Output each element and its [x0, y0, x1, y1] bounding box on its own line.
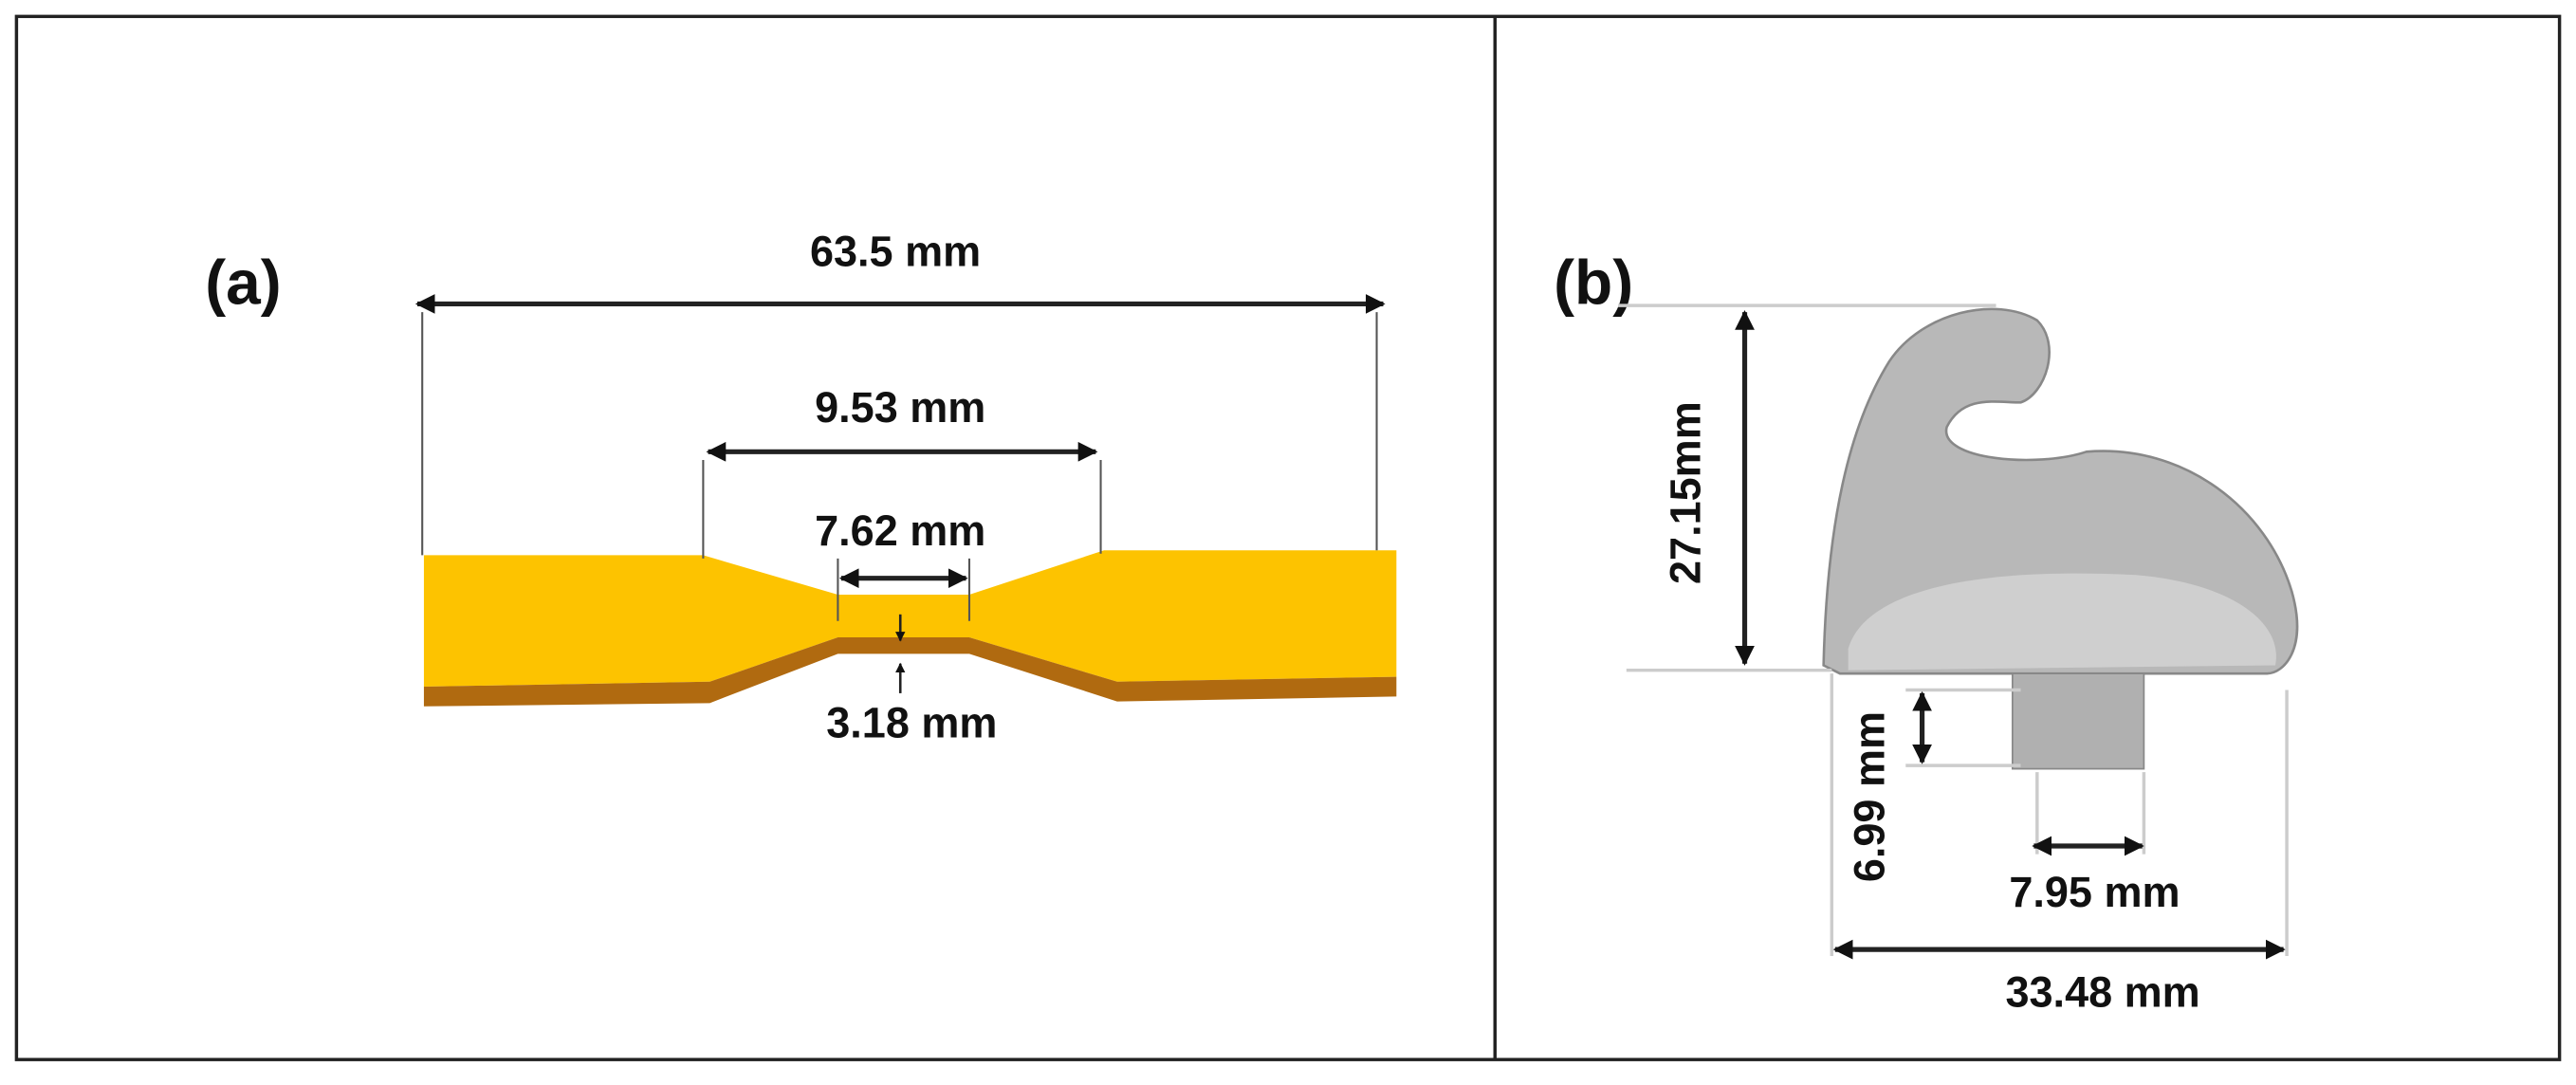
- dim-label: 7.95 mm: [2009, 868, 2180, 916]
- panel-a: (a) 63.5 mm 9.53 mm 7.62 mm 3.18 mm: [205, 227, 1397, 746]
- dim-label: 3.18 mm: [826, 698, 997, 746]
- dim-label: 6.99 mm: [1846, 711, 1894, 882]
- part-face: [1848, 573, 2276, 671]
- dim-label: 27.15mm: [1662, 401, 1710, 584]
- dim-label: 33.48 mm: [2005, 968, 2199, 1017]
- specimen-top: [423, 550, 1397, 687]
- dim-label: 63.5 mm: [810, 227, 981, 275]
- part-stem: [2011, 672, 2145, 770]
- dim-label: 7.62 mm: [815, 506, 985, 555]
- panel-label: (a): [205, 248, 281, 318]
- specimen-side: [423, 637, 1397, 707]
- panel-b: (b) 27.15mm 6.99 mm 7.95 mm 33.48 mm: [1554, 248, 2299, 1017]
- frame: [14, 14, 2562, 1061]
- dim-label: 9.53 mm: [815, 383, 985, 432]
